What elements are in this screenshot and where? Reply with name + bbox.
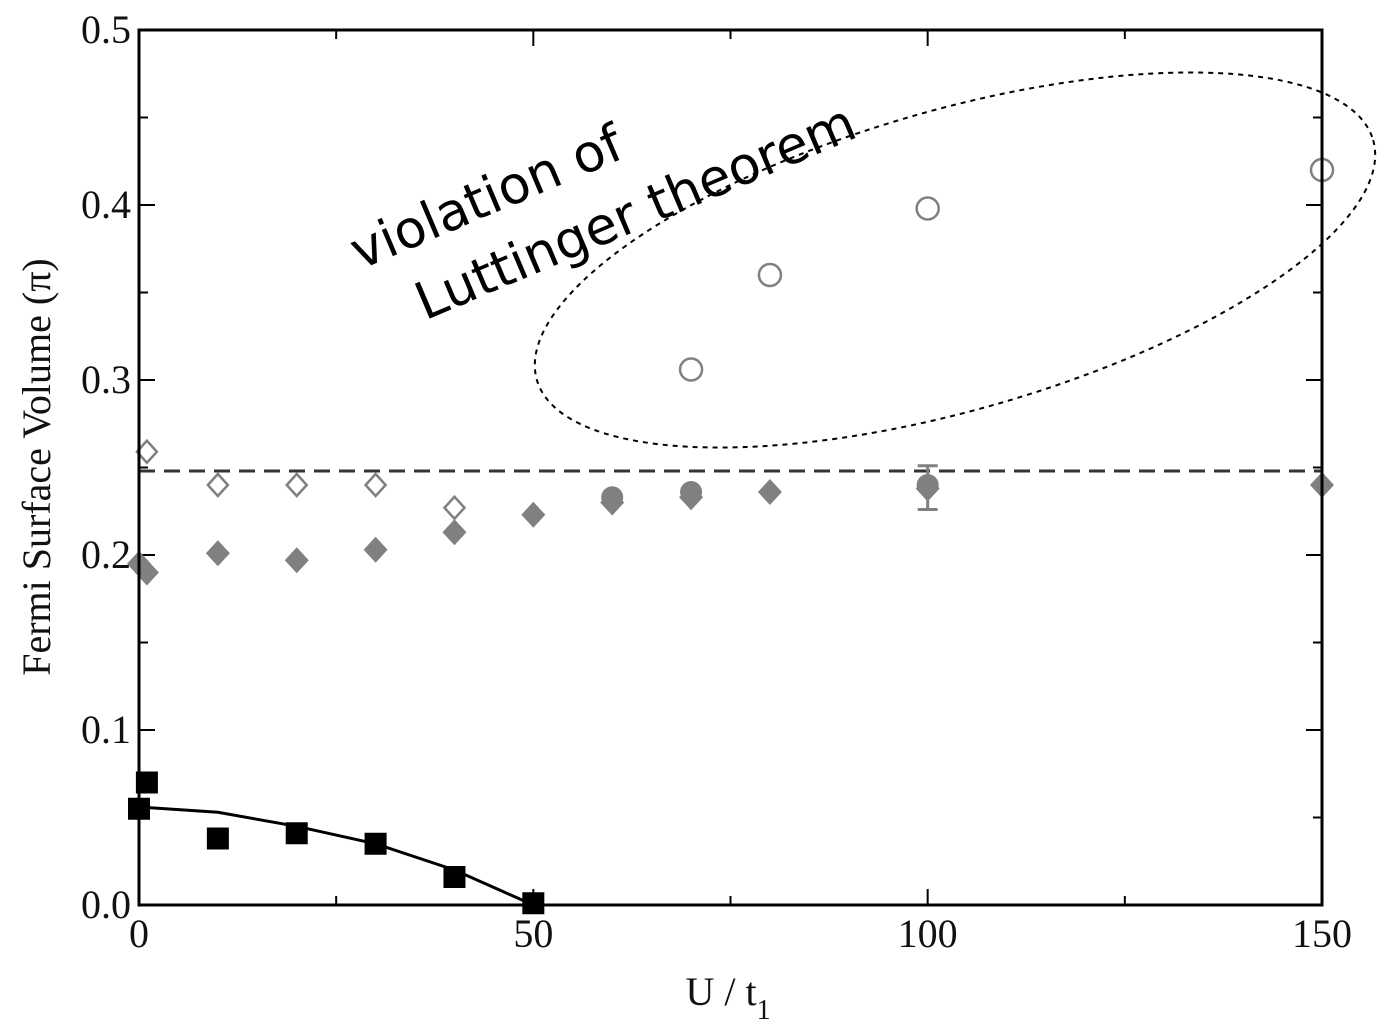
data-point-square xyxy=(522,892,545,915)
annotation-text: violation of Luttinger theorem xyxy=(342,93,865,333)
annotation-ellipse xyxy=(533,71,1377,449)
data-point-diamond-open xyxy=(363,472,388,498)
y-tick-label: 0.5 xyxy=(81,7,131,52)
data-point-circle xyxy=(680,481,703,503)
data-point-diamond-open xyxy=(206,472,230,498)
data-point-square xyxy=(443,866,466,888)
x-tick-label: 0 xyxy=(129,911,149,956)
data-point-square xyxy=(135,771,158,794)
tick-labels: 0 50 100 150 0.0 0.1 0.2 0.3 0.4 0.5 xyxy=(81,7,1352,956)
data-point-diamond-open xyxy=(285,472,309,498)
y-tick-label: 0.0 xyxy=(81,882,131,927)
data-point-diamond xyxy=(205,540,230,567)
data-point-diamond xyxy=(521,501,546,528)
data-point-circle-open xyxy=(915,196,940,221)
plot-marks xyxy=(127,157,1335,915)
data-point-diamond xyxy=(134,559,159,586)
data-point-diamond xyxy=(757,479,782,505)
fit-line xyxy=(138,805,534,907)
x-axis-title: U / t1 xyxy=(685,969,770,1022)
plot-lines xyxy=(138,464,1322,907)
data-point-square xyxy=(285,822,308,845)
y-tick-label: 0.4 xyxy=(81,182,131,227)
plot-frame xyxy=(137,28,1324,907)
data-point-diamond xyxy=(442,519,467,546)
data-point-diamond xyxy=(363,536,388,563)
data-point-diamond xyxy=(284,547,309,574)
y-tick-label: 0.3 xyxy=(81,357,131,402)
data-point-square xyxy=(364,832,387,855)
data-point-circle-open xyxy=(678,357,704,382)
y-tick-label: 0.2 xyxy=(81,532,131,577)
data-point-circle xyxy=(916,474,939,496)
data-point-circle-open xyxy=(757,262,783,288)
data-point-circle xyxy=(601,486,624,509)
x-tick-label: 150 xyxy=(1292,911,1352,956)
y-axis-title: Fermi Surface Volume (π) xyxy=(14,258,59,676)
x-tick-label: 50 xyxy=(513,911,553,956)
x-tick-label: 100 xyxy=(898,911,958,956)
data-point-diamond-open xyxy=(442,494,467,521)
y-tick-label: 0.1 xyxy=(81,707,131,752)
data-point-square xyxy=(206,827,229,850)
